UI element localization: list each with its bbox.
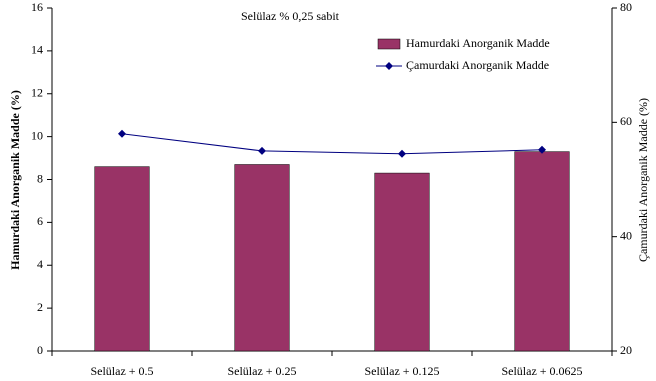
bar — [514, 151, 570, 352]
x-tick-label: Selülaz + 0.5 — [90, 364, 153, 378]
y-tick-label: 6 — [37, 214, 43, 228]
marker — [538, 145, 546, 154]
y-tick-label: 12 — [31, 86, 43, 100]
y2-axis-label: Çamurdaki Anorganik Madde (%) — [636, 98, 650, 262]
bar — [94, 166, 150, 352]
y-tick-label: 2 — [37, 300, 43, 314]
line — [121, 133, 543, 155]
y-tick-label: 8 — [37, 171, 43, 185]
y2-tick-label: 20 — [620, 343, 632, 357]
legend-marker — [385, 62, 393, 70]
y2-tick-label: 40 — [620, 228, 632, 242]
y-tick-label: 0 — [37, 343, 43, 357]
x-tick-label: Selülaz + 0.0625 — [501, 364, 582, 378]
marker — [398, 149, 406, 158]
y-tick-label: 4 — [37, 257, 43, 271]
legend-label: Hamurdaki Anorganik Madde — [406, 36, 550, 50]
y-tick-label: 10 — [31, 128, 43, 142]
bar — [234, 164, 290, 352]
x-tick-label: Selülaz + 0.125 — [364, 364, 439, 378]
y-tick-label: 14 — [31, 43, 43, 57]
marker — [258, 146, 266, 155]
y2-tick-label: 80 — [620, 0, 632, 14]
annotation: Selülaz % 0,25 sabit — [241, 9, 340, 23]
legend-swatch — [377, 38, 401, 50]
marker — [118, 129, 126, 138]
x-tick-label: Selülaz + 0.25 — [227, 364, 296, 378]
bar — [374, 172, 430, 352]
y-axis-label: Hamurdaki Anorganik Madde (%) — [8, 90, 22, 270]
y2-tick-label: 60 — [620, 114, 632, 128]
y-tick-label: 16 — [31, 0, 43, 14]
legend-label: Çamurdaki Anorganik Madde — [406, 58, 549, 72]
